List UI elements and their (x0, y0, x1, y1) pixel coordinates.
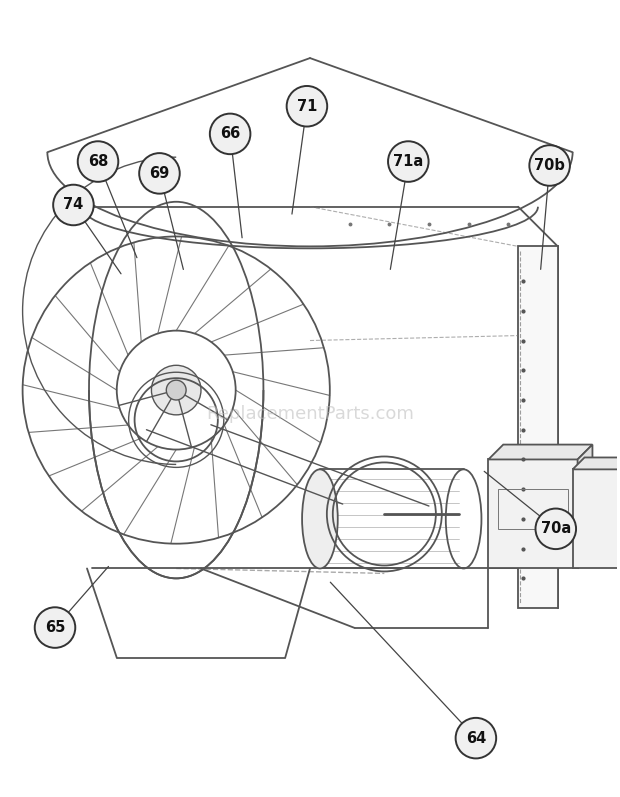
Ellipse shape (166, 380, 186, 400)
Ellipse shape (302, 469, 338, 568)
Text: ReplacementParts.com: ReplacementParts.com (206, 406, 414, 423)
Circle shape (78, 141, 118, 182)
Text: 64: 64 (466, 731, 486, 746)
Polygon shape (489, 445, 593, 459)
Circle shape (388, 141, 428, 182)
Text: 70a: 70a (541, 521, 571, 536)
Text: 69: 69 (149, 166, 170, 181)
Text: 71: 71 (297, 99, 317, 114)
Polygon shape (489, 459, 578, 568)
Text: 65: 65 (45, 620, 65, 635)
Polygon shape (573, 469, 620, 568)
Text: 71a: 71a (393, 154, 423, 169)
Text: 74: 74 (63, 198, 84, 213)
Circle shape (139, 153, 180, 194)
Text: 66: 66 (220, 127, 240, 141)
Circle shape (456, 718, 496, 759)
Circle shape (536, 508, 576, 549)
Text: 68: 68 (88, 154, 108, 169)
Polygon shape (573, 457, 620, 469)
Polygon shape (578, 445, 593, 568)
Circle shape (529, 145, 570, 186)
Circle shape (53, 185, 94, 226)
Circle shape (35, 607, 75, 648)
Circle shape (286, 86, 327, 127)
Ellipse shape (151, 365, 201, 415)
Polygon shape (518, 246, 558, 608)
Text: 70b: 70b (534, 158, 565, 173)
Circle shape (210, 114, 250, 154)
